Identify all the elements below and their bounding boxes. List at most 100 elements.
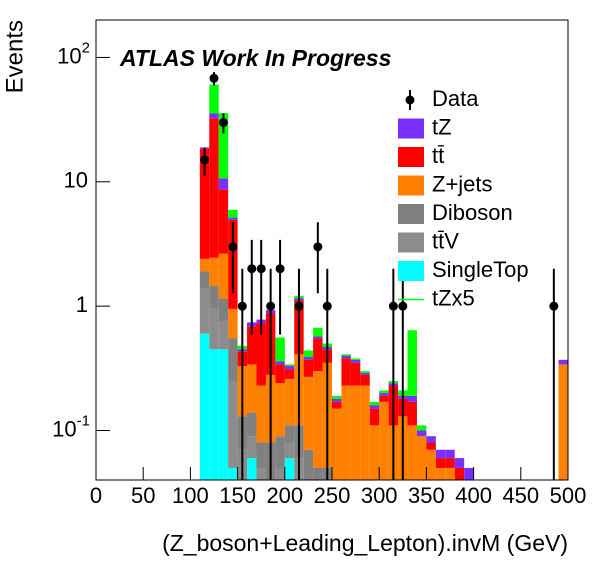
histogram-bar [209,113,219,119]
histogram-bar [341,358,351,386]
histogram-bar [558,364,568,480]
histogram-bar [275,467,285,480]
histogram-bar [416,430,427,437]
x-tick-label: 200 [266,483,303,508]
histogram-bar [228,308,238,339]
plot-area [199,72,568,480]
histogram-bar [199,148,210,259]
histogram-bar [275,436,285,468]
histogram-bar [360,371,370,374]
histogram-bar [209,349,219,480]
histogram-bar [445,449,455,459]
x-tick-label: 50 [131,483,155,508]
histogram-bar [209,308,219,350]
histogram-bar [275,337,285,362]
histogram-bar [284,425,295,443]
histogram-bar [313,467,323,480]
histogram-bar [416,425,427,431]
legend-marker [398,147,424,167]
histogram-bar [360,385,370,480]
histogram-bar [256,323,266,386]
histogram-bar [256,442,266,468]
histogram-bar [199,258,210,272]
histogram-bar [209,286,219,309]
histogram-bar [256,385,266,443]
histogram-bar [247,364,257,413]
histogram-bar [209,84,219,114]
histogram-bar [332,408,342,480]
histogram-bar [379,395,389,402]
histogram-bar [369,405,380,409]
histogram-bar [247,436,257,459]
histogram-bar [199,287,210,334]
histogram-bar [209,257,219,287]
histogram-bar [218,178,229,190]
histogram-bar [435,449,446,459]
histogram-bar [379,393,389,396]
legend-label: Z+jets [432,171,493,196]
histogram-bar [360,373,370,375]
histogram-bar [284,364,295,367]
histogram-bar [369,401,380,406]
histogram-bar [228,217,238,220]
histogram-bar [332,401,342,409]
histogram-bar [218,298,229,322]
histogram-bar [284,366,295,370]
histogram-bar [350,362,361,386]
histogram-bar [284,378,295,426]
histogram-bar [332,395,342,399]
histogram-bar [256,467,266,480]
histogram-bar [426,436,436,443]
histogram-bar [350,359,361,363]
histogram-bar [360,374,370,386]
y-axis-label: Events [1,20,28,93]
data-point [266,301,276,311]
histogram-bar [209,118,219,258]
legend-marker [398,232,424,253]
data-point [209,73,219,83]
histogram-bar [284,442,295,459]
histogram-bar [303,449,314,480]
data-point [549,301,559,311]
data-point [313,242,323,252]
histogram-bar [228,381,238,468]
histogram-bar [426,449,436,480]
data-point [200,155,210,165]
chart-title: ATLAS Work In Progress [119,45,391,71]
tick-base: 10 [57,43,81,68]
histogram-bar [228,338,238,382]
histogram-bar [445,467,455,480]
histogram-bar [313,327,323,337]
histogram-bar [407,401,417,426]
data-point [237,301,247,311]
legend-label: SingleTop [432,257,529,282]
histogram-bar [341,385,351,480]
legend-marker [398,204,424,224]
x-tick-label: 100 [172,483,209,508]
histogram-bar [228,209,238,218]
histogram-bar [454,458,465,468]
data-point [398,301,408,311]
y-tick-label: 10 [64,168,88,193]
x-tick-label: 150 [219,483,256,508]
y-tick-label: 1 [76,292,88,317]
histogram-bar [218,113,229,179]
y-tick-label: 10-1 [52,412,90,441]
x-tick-label: 0 [90,483,102,508]
histogram-bar [341,354,351,356]
histogram-bar [379,401,389,480]
legend-marker [398,261,424,281]
histogram-bar [275,364,285,384]
legend-label: tt̄ [432,143,444,168]
data-point [322,301,332,311]
x-tick-label: 400 [455,483,492,508]
histogram-bar [284,369,295,379]
data-point [218,117,228,127]
histogram-bar [218,349,229,480]
histogram-bar [332,398,342,402]
histogram-bar [350,385,361,480]
histogram-bar [407,425,417,480]
histogram-bar [313,338,323,372]
legend-marker [398,118,424,139]
